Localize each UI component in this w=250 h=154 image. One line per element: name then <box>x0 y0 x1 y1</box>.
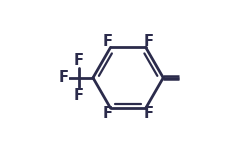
Text: F: F <box>144 34 154 49</box>
Text: F: F <box>102 34 112 49</box>
Text: F: F <box>74 88 84 103</box>
Text: F: F <box>102 106 112 121</box>
Text: F: F <box>59 70 69 85</box>
Text: F: F <box>144 106 154 121</box>
Text: F: F <box>74 53 84 68</box>
